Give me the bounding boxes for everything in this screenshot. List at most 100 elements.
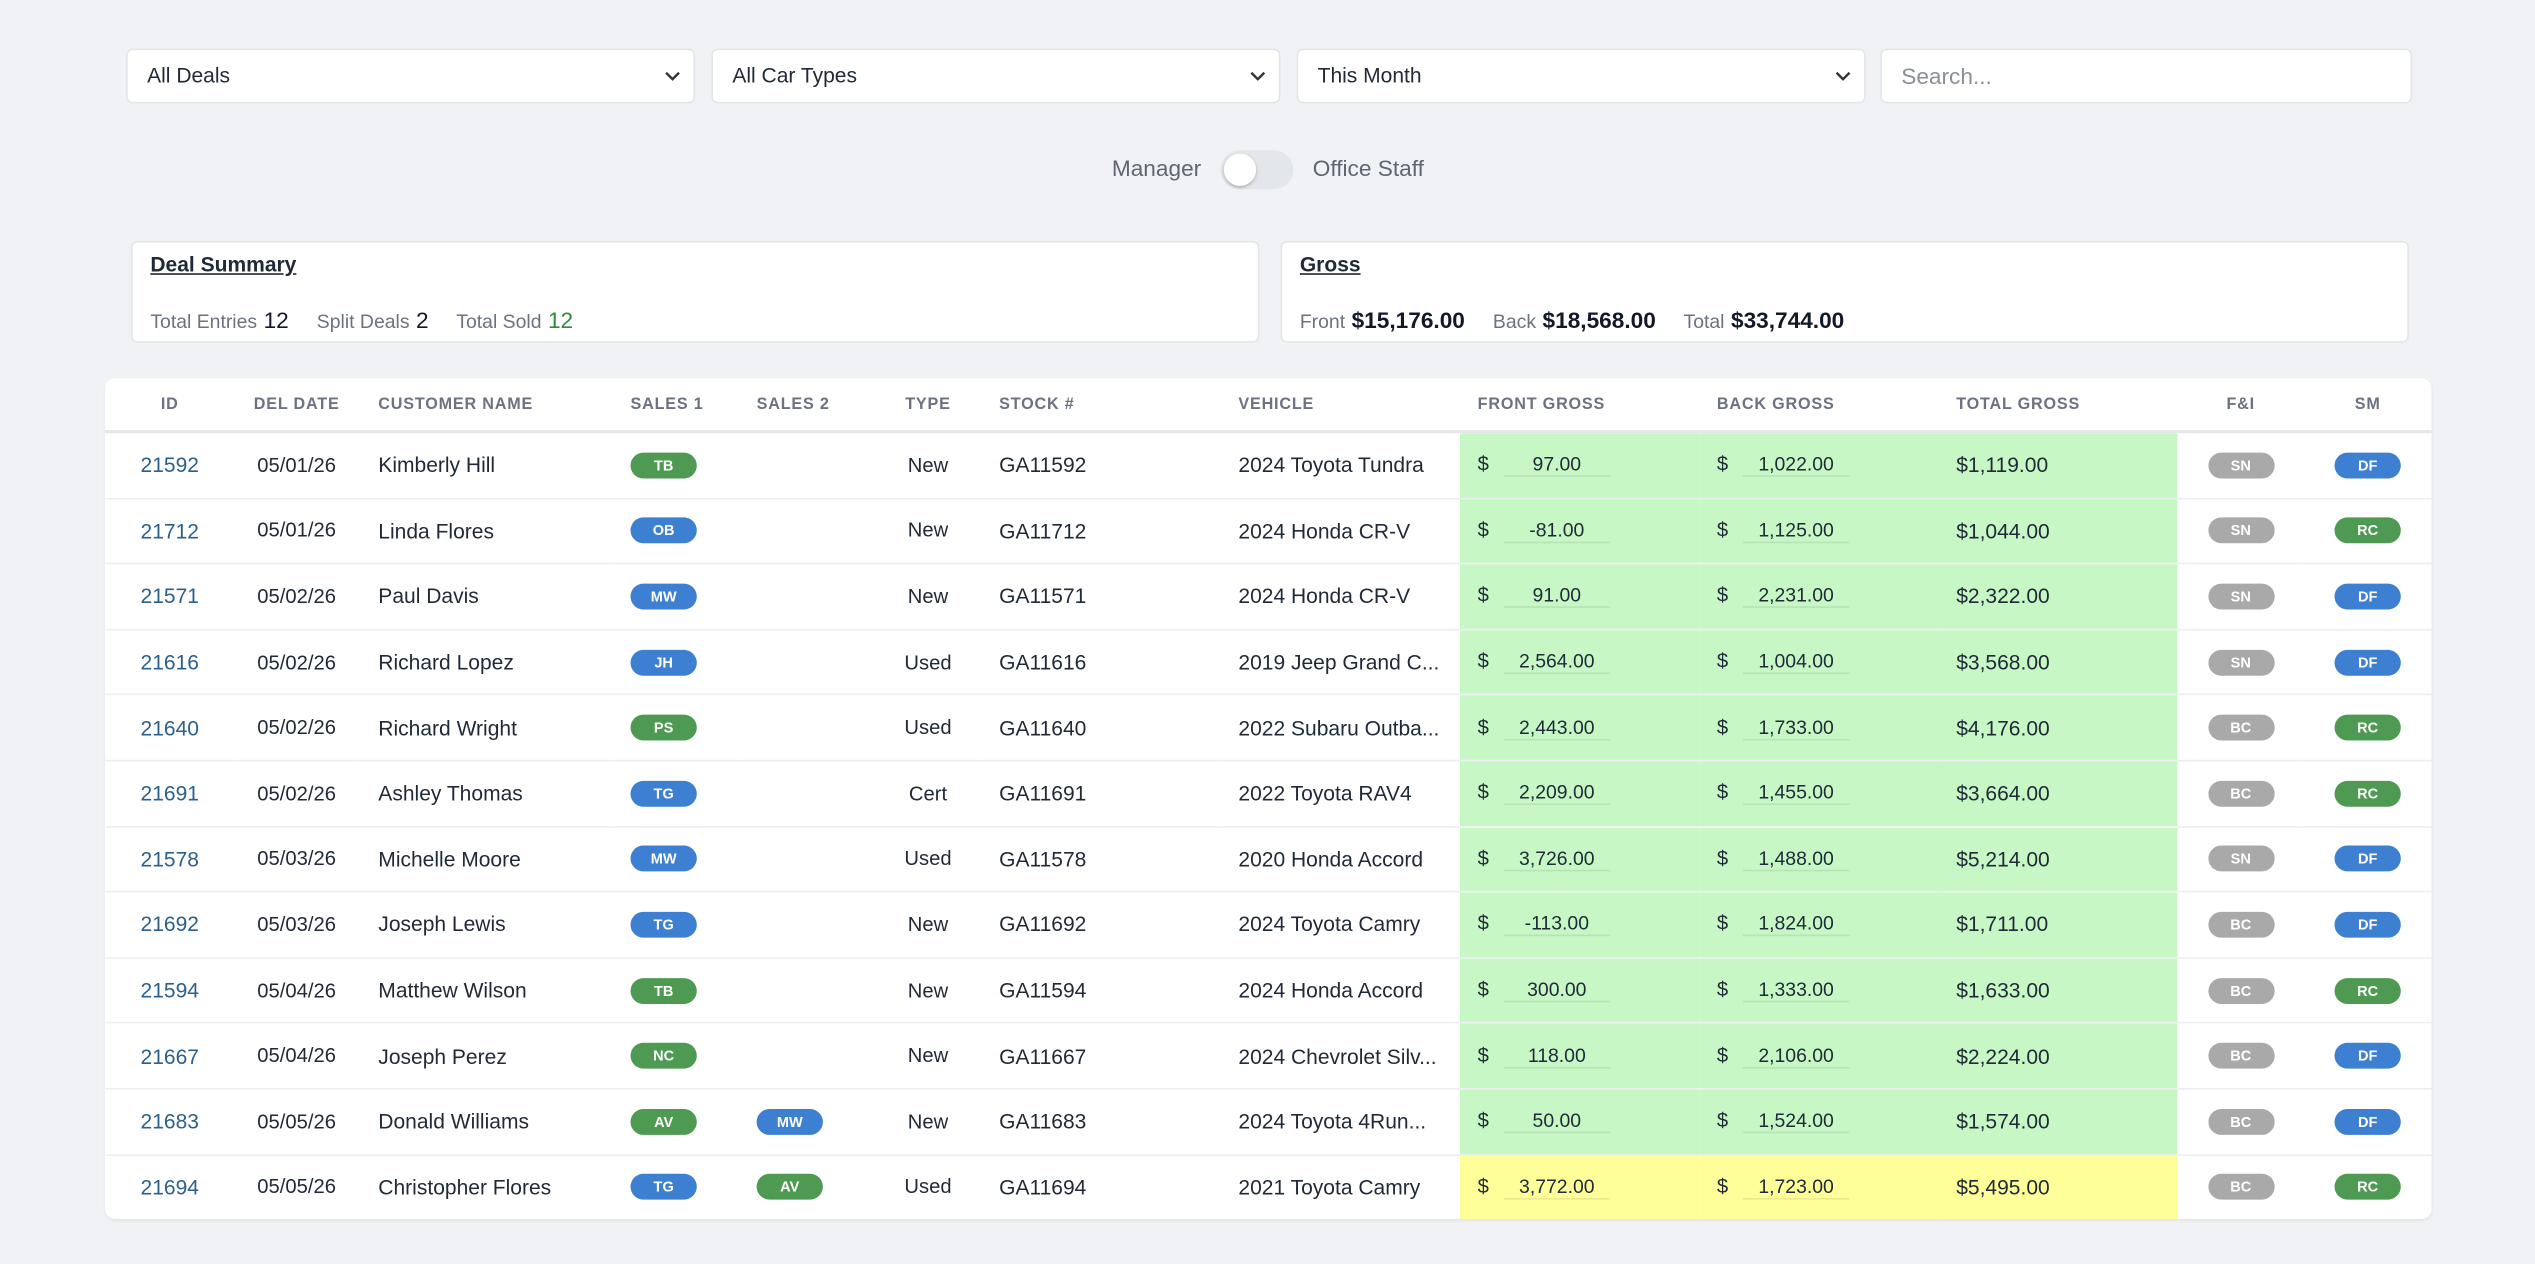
sales1-cell: OB: [614, 498, 741, 565]
fi-cell: BC: [2177, 1023, 2304, 1090]
deal-id-link[interactable]: 21578: [140, 846, 199, 872]
stock-number: GA11571: [982, 563, 1223, 631]
badge: BC: [2207, 714, 2274, 741]
period-filter[interactable]: This Month: [1296, 48, 1866, 104]
sales2-cell: [740, 498, 874, 565]
deal-id-link[interactable]: 21694: [140, 1175, 199, 1200]
deal-row: 21592 05/01/26 Kimberly Hill TB New GA11592 20…: [105, 431, 2432, 499]
fi-cell: SN: [2177, 629, 2304, 696]
value: $15,176.00: [1351, 307, 1465, 334]
sm-cell: DF: [2303, 563, 2432, 631]
fi-cell: SN: [2177, 826, 2304, 893]
badge: DF: [2334, 649, 2401, 676]
car-type-filter[interactable]: All Car Types: [711, 48, 1281, 104]
deal-type: New: [873, 957, 983, 1024]
currency-symbol: $: [1716, 1109, 1729, 1133]
badge: DF: [2334, 911, 2401, 938]
deal-id-link[interactable]: 21594: [140, 978, 199, 1003]
del-date: 05/01/26: [234, 498, 359, 565]
badge: RC: [2334, 714, 2401, 741]
deal-id-link[interactable]: 21640: [140, 715, 199, 740]
vehicle: 2021 Toyota Camry: [1238, 1175, 1421, 1200]
value: $18,568.00: [1542, 307, 1656, 334]
id-cell: 21578: [105, 826, 235, 893]
stock-number: GA11692: [982, 891, 1223, 959]
sales1-cell: TB: [614, 957, 741, 1024]
column-header: FRONT GROSS: [1459, 378, 1700, 434]
summary-row: Total Entries 12 Split Deals 2 Total Sold 1…: [150, 307, 595, 333]
back-gross-cell: $2,106.00: [1699, 1023, 1939, 1090]
id-cell: 21712: [105, 498, 235, 565]
total-gross: $1,711.00: [1938, 891, 2178, 959]
total-gross: $1,633.00: [1938, 957, 2178, 1024]
deal-id-link[interactable]: 21692: [140, 912, 199, 937]
front-gross-cell: $2,564.00: [1459, 629, 1700, 696]
deal-id-link[interactable]: 21683: [140, 1109, 199, 1134]
badge: MW: [756, 1108, 823, 1135]
customer-name: Linda Flores: [358, 498, 615, 565]
back-gross-cell: $1,733.00: [1699, 694, 1939, 762]
front-gross-cell: $ -81.00: [1459, 498, 1700, 565]
badge: PS: [630, 714, 697, 741]
fi-cell: BC: [2177, 760, 2304, 828]
total-gross: $4,176.00: [1938, 694, 2178, 762]
back-gross-input: 1,488.00: [1742, 847, 1850, 872]
total-gross: $2,322.00: [1938, 563, 2178, 631]
column-header: SALES 1: [614, 378, 741, 434]
back-gross-cell: $2,231.00: [1699, 563, 1939, 631]
deal-id-link[interactable]: 21616: [140, 650, 199, 675]
deal-id-link[interactable]: 21571: [140, 584, 199, 609]
badge: SN: [2207, 452, 2274, 479]
customer-name: Donald Williams: [358, 1088, 615, 1156]
sm-cell: DF: [2303, 891, 2432, 959]
sales2-cell: AV: [740, 1154, 873, 1219]
id-cell: 21640: [105, 694, 235, 762]
deal-id-link[interactable]: 21712: [140, 518, 199, 544]
currency-symbol: $: [1477, 518, 1489, 542]
vehicle: 2024 Toyota 4Run...: [1222, 1088, 1460, 1156]
role-toggle: Manager Office Staff: [0, 149, 2535, 191]
card-title: Gross: [1299, 252, 1361, 277]
search-input[interactable]: Search...: [1880, 48, 2413, 104]
deal-filter-value: All Deals: [147, 63, 231, 88]
total-gross: $3,568.00: [1938, 629, 2178, 696]
id-cell: 21683: [105, 1088, 235, 1156]
deal-row: 21691 05/02/26 Ashley Thomas TG Cert GA11691 2…: [105, 760, 2432, 828]
front-gross-input: 2,564.00: [1503, 650, 1611, 675]
toggle-right-label: Office Staff: [1312, 155, 1424, 182]
sales1-cell: AV: [614, 1088, 741, 1156]
deal-id-link[interactable]: 21667: [140, 1043, 199, 1069]
back-gross-input: 1,125.00: [1742, 519, 1850, 544]
badge: RC: [2334, 780, 2401, 807]
badge: TB: [630, 977, 697, 1004]
del-date: 05/03/26: [234, 826, 359, 893]
del-date: 05/02/26: [234, 563, 359, 631]
front-gross-input: 3,772.00: [1503, 1175, 1611, 1200]
sales1-cell: MW: [614, 563, 741, 631]
total-gross: $1,044.00: [1938, 498, 2178, 565]
badge: TB: [630, 452, 697, 479]
badge: AV: [630, 1108, 697, 1135]
column-header: F&I: [2177, 378, 2304, 434]
front-gross-cell: $3,726.00: [1459, 826, 1700, 893]
table-body: 21592 05/01/26 Kimberly Hill TB New GA11592 20…: [105, 431, 2432, 1220]
deal-filter[interactable]: All Deals: [126, 48, 696, 104]
sales2-cell: [740, 629, 874, 696]
vehicle: 2019 Jeep Grand C...: [1222, 629, 1460, 696]
customer-name: Joseph Perez: [358, 1023, 615, 1090]
badge: BC: [2207, 1042, 2274, 1069]
del-date: 05/04/26: [234, 1023, 359, 1090]
back-gross-cell: $1,022.00: [1699, 431, 1939, 499]
front-gross-input: 91.00: [1503, 584, 1611, 609]
column-header: SALES 2: [740, 378, 874, 434]
toggle-switch[interactable]: [1220, 150, 1294, 190]
currency-symbol: $: [1477, 978, 1489, 1001]
deal-id-link[interactable]: 21592: [140, 453, 199, 478]
badge: SN: [2207, 517, 2274, 544]
badge: RC: [2334, 977, 2401, 1004]
stock-number: GA11592: [982, 431, 1223, 499]
deal-id-link[interactable]: 21691: [140, 781, 199, 806]
badge: DF: [2334, 1108, 2401, 1135]
vehicle: 2024 Honda Accord: [1222, 957, 1460, 1024]
